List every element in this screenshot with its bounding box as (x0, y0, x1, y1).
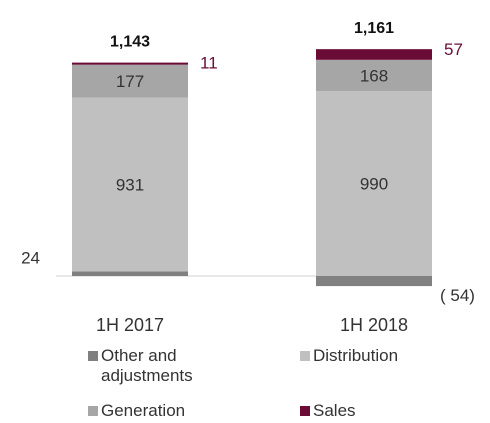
total-label-1h-2017: 1,143 (110, 34, 150, 51)
legend-label-generation: Generation (101, 401, 186, 420)
x-tick-label-1h-2018: 1H 2018 (340, 315, 408, 335)
total-label-1h-2018: 1,161 (354, 20, 394, 37)
x-tick-label-1h-2017: 1H 2017 (96, 315, 164, 335)
legend-label-distribution: Distribution (313, 346, 399, 365)
bar-generation-1h-2017 (72, 64, 188, 98)
data-label-other-and-adjustments-1h-2017: 24 (21, 249, 40, 268)
legend-item-generation: Generation (88, 401, 258, 421)
bar-sales-1h-2018 (316, 49, 432, 60)
legend-item-other-and-adjustments: Other and adjustments (88, 346, 238, 386)
bar-distribution-1h-2017 (72, 97, 188, 272)
legend-item-distribution: Distribution (300, 346, 470, 366)
data-label-generation-1h-2018: 168 (360, 66, 388, 85)
bar-other-and-adjustments-1h-2017 (72, 271, 188, 276)
legend-swatch-sales (300, 406, 310, 416)
legend-swatch-other-and-adjustments (88, 351, 98, 361)
legend: Other and adjustments Distribution Gener… (88, 346, 488, 422)
legend-swatch-distribution (300, 351, 310, 361)
data-label-sales-1h-2018: 57 (444, 40, 463, 59)
bar-distribution-1h-2018 (316, 91, 432, 277)
legend-item-sales: Sales (300, 401, 470, 421)
data-label-other-and-adjustments-1h-2018: ( 54) (440, 286, 475, 305)
data-label-distribution-1h-2018: 990 (360, 175, 388, 194)
data-label-distribution-1h-2017: 931 (116, 176, 144, 195)
data-label-generation-1h-2017: 177 (116, 72, 144, 91)
legend-label-sales: Sales (313, 401, 356, 420)
chart-plot: 24 931 177 11 1,143 1H 2017 ( 54) 990 168 57 1,161… (21, 20, 475, 335)
legend-swatch-generation (88, 406, 98, 416)
bar-sales-1h-2017 (72, 62, 188, 65)
bar-generation-1h-2018 (316, 59, 432, 92)
bar-other-and-adjustments-1h-2018 (316, 276, 432, 287)
legend-label-other-and-adjustments: Other and adjustments (101, 346, 193, 385)
data-label-sales-1h-2017: 11 (200, 54, 218, 73)
